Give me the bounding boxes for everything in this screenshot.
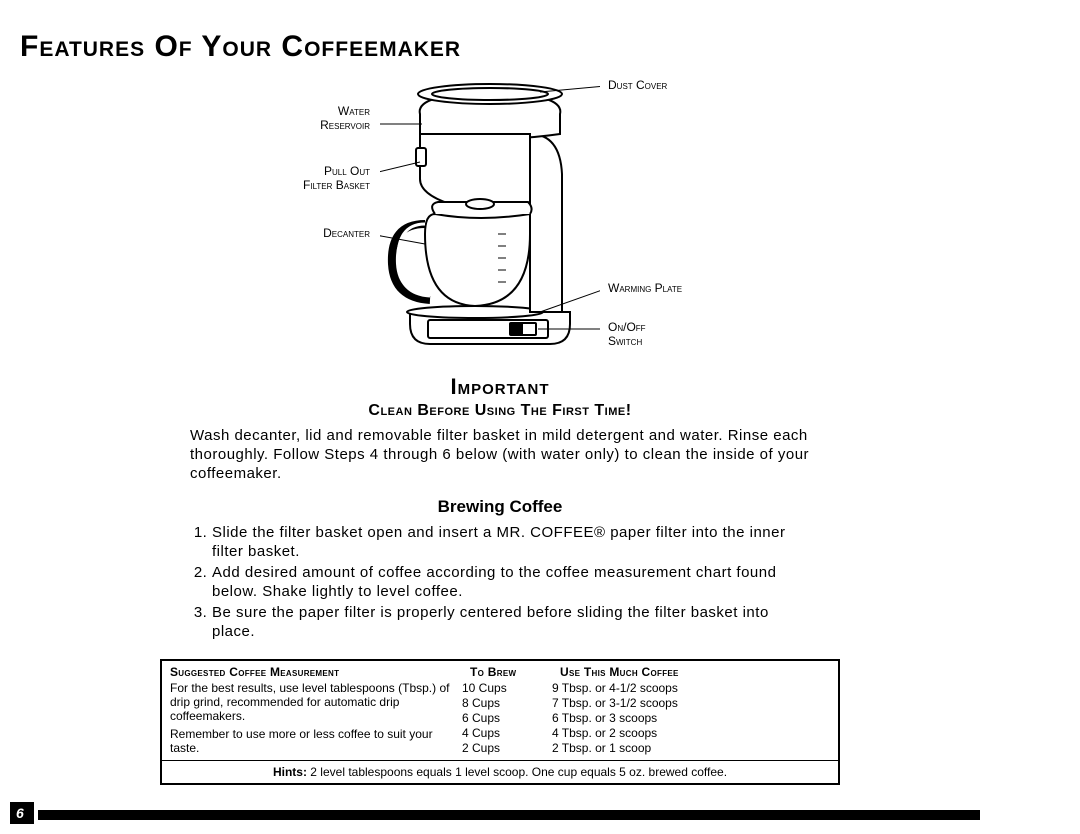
note-text: Remember to use more or less coffee to s… (170, 727, 452, 755)
page-number: 6 (10, 802, 34, 824)
important-heading: Important (20, 374, 980, 400)
table-row: 2 Tbsp. or 1 scoop (552, 741, 830, 756)
label-onoff-switch: On/Off Switch (608, 320, 646, 348)
brewing-steps: Slide the filter basket open and insert … (190, 523, 810, 641)
col-header: Suggested Coffee Measurement (162, 661, 462, 681)
note-text: For the best results, use level tablespo… (170, 681, 452, 723)
coffee-column: 9 Tbsp. or 4-1/2 scoops 7 Tbsp. or 3-1/2… (552, 681, 830, 756)
label-dust-cover: Dust Cover (608, 78, 667, 92)
brew-column: 10 Cups 8 Cups 6 Cups 4 Cups 2 Cups (462, 681, 552, 756)
coffeemaker-icon (380, 74, 600, 364)
important-body: Wash decanter, lid and removable filter … (190, 426, 810, 483)
hints-label: Hints: (273, 765, 307, 779)
table-row: 8 Cups (462, 696, 552, 711)
table-row: 9 Tbsp. or 4-1/2 scoops (552, 681, 830, 696)
step-item: Slide the filter basket open and insert … (212, 523, 810, 561)
table-header: Suggested Coffee Measurement To Brew Use… (162, 661, 838, 681)
table-row: 4 Cups (462, 726, 552, 741)
col-header: Use This Much Coffee (552, 661, 838, 681)
table-row: 6 Tbsp. or 3 scoops (552, 711, 830, 726)
label-text: Switch (608, 334, 642, 348)
table-body: For the best results, use level tablespo… (162, 681, 838, 760)
step-item: Be sure the paper filter is properly cen… (212, 603, 810, 641)
page-title: Features Of Your Coffeemaker (20, 30, 980, 64)
footer-bar (38, 810, 980, 820)
label-warming-plate: Warming Plate (608, 281, 682, 295)
col-header: To Brew (462, 661, 552, 681)
label-text: Pull Out (324, 164, 370, 178)
label-text: Filter Basket (303, 178, 370, 192)
label-water-reservoir: Water Reservoir (270, 104, 370, 132)
table-notes: For the best results, use level tablespo… (170, 681, 462, 756)
table-row: 2 Cups (462, 741, 552, 756)
brewing-heading: Brewing Coffee (20, 497, 980, 517)
important-subheading: Clean Before Using The First Time! (20, 402, 980, 420)
label-text: Reservoir (320, 118, 370, 132)
table-row: 6 Cups (462, 711, 552, 726)
label-filter-basket: Pull Out Filter Basket (260, 164, 370, 192)
label-text: Warming Plate (608, 281, 682, 295)
label-text: On/Off (608, 320, 646, 334)
measurement-table: Suggested Coffee Measurement To Brew Use… (160, 659, 840, 785)
label-text: Dust Cover (608, 78, 667, 92)
table-row: 7 Tbsp. or 3-1/2 scoops (552, 696, 830, 711)
coffeemaker-diagram: Water Reservoir Pull Out Filter Basket D… (250, 74, 750, 364)
step-item: Add desired amount of coffee according t… (212, 563, 810, 601)
label-text: Water (338, 104, 370, 118)
table-row: 4 Tbsp. or 2 scoops (552, 726, 830, 741)
table-row: 10 Cups (462, 681, 552, 696)
manual-page: Features Of Your Coffeemaker (0, 0, 1080, 834)
hints-text: 2 level tablespoons equals 1 level scoop… (307, 765, 727, 779)
table-hints: Hints: 2 level tablespoons equals 1 leve… (162, 760, 838, 783)
label-text: Decanter (323, 226, 370, 240)
label-decanter: Decanter (280, 226, 370, 240)
